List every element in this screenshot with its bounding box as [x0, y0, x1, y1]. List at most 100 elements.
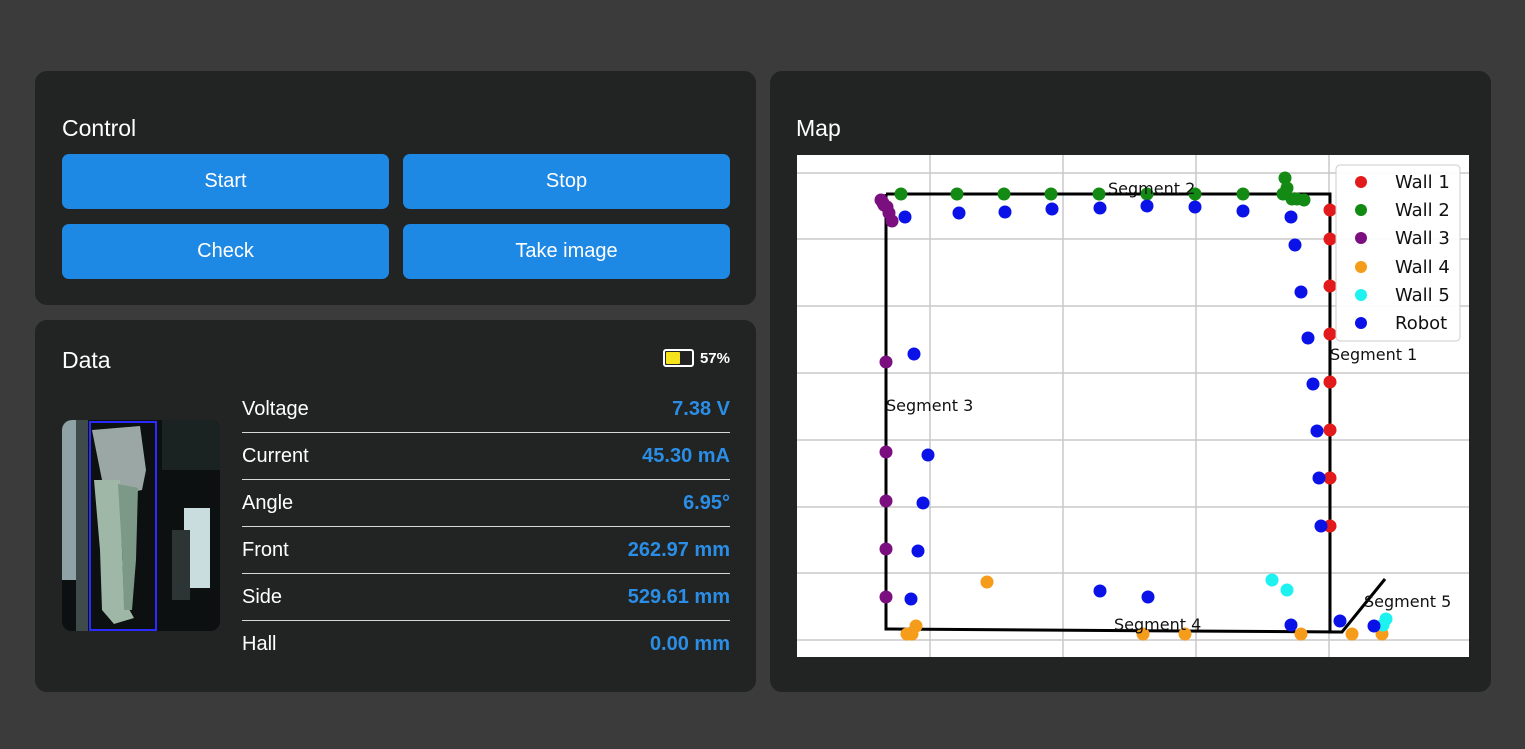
wall-2-point — [1236, 187, 1250, 201]
camera-image-graphic — [62, 420, 220, 631]
legend-label-wall-1: Wall 1 — [1395, 172, 1450, 193]
wall-1-point — [1323, 375, 1337, 389]
legend-label-robot: Robot — [1395, 313, 1447, 334]
robot-point — [1333, 614, 1347, 628]
robot-point — [1284, 210, 1298, 224]
voltage-row: Voltage 7.38 V — [242, 386, 730, 433]
robot-point — [1140, 199, 1154, 213]
map-chart: Segment 1 Segment 2 Segment 3 Segment 4 … — [797, 155, 1469, 657]
wall-4-point — [1178, 627, 1192, 641]
robot-point — [1310, 424, 1324, 438]
wall-4-point — [905, 627, 919, 641]
take-image-button[interactable]: Take image — [403, 224, 730, 279]
row-value: 7.38 V — [672, 397, 730, 420]
segment-1-label: Segment 1 — [1330, 345, 1417, 364]
robot-point — [1301, 331, 1315, 345]
angle-row: Angle 6.95° — [242, 480, 730, 527]
camera-image — [62, 420, 220, 631]
wall-4-point — [1345, 627, 1359, 641]
wall-2-point — [1188, 187, 1202, 201]
segment-5-label: Segment 5 — [1364, 592, 1451, 611]
row-label: Voltage — [242, 397, 309, 420]
wall-1-point — [1323, 232, 1337, 246]
row-value: 0.00 mm — [649, 633, 730, 655]
current-row: Current 45.30 mA — [242, 433, 730, 480]
row-value: 262.97 mm — [627, 538, 730, 561]
wall-2-point — [1276, 187, 1290, 201]
wall-3-point — [879, 494, 893, 508]
legend-marker-wall-5 — [1355, 289, 1367, 301]
legend-box — [1335, 164, 1461, 342]
wall-2-point — [1044, 187, 1058, 201]
battery-level-fill — [665, 352, 681, 364]
row-label: Hall — [242, 633, 277, 655]
legend-marker-wall-2 — [1355, 204, 1367, 216]
robot-point — [1045, 202, 1059, 216]
data-panel: Data 57% Voltage 7.38 V Current 45.30 mA — [35, 320, 756, 692]
segment-4-label: Segment 4 — [1114, 615, 1201, 634]
wall-2-point — [1297, 193, 1311, 207]
robot-point — [921, 448, 935, 462]
robot-point — [907, 347, 921, 361]
wall-2-point — [1278, 171, 1292, 185]
row-value: 6.95° — [683, 491, 730, 514]
wall-2-point — [1140, 187, 1154, 201]
robot-point — [916, 496, 930, 510]
robot-point — [1141, 590, 1155, 604]
row-label: Angle — [242, 491, 294, 514]
control-title: Control — [62, 115, 137, 141]
wall-2-point — [997, 187, 1011, 201]
row-value: 45.30 mA — [642, 444, 730, 467]
robot-point — [1284, 618, 1298, 632]
legend-label-wall-5: Wall 5 — [1395, 285, 1450, 306]
legend-marker-wall-1 — [1355, 176, 1367, 188]
row-value: 529.61 mm — [627, 585, 730, 608]
robot-point — [1188, 200, 1202, 214]
hall-row: Hall 0.00 mm — [242, 621, 730, 668]
robot-point — [1093, 201, 1107, 215]
legend-label-wall-3: Wall 3 — [1395, 228, 1450, 249]
wall-2-point — [1092, 187, 1106, 201]
legend-marker-wall-4 — [1355, 261, 1367, 273]
robot-point — [1306, 377, 1320, 391]
wall-3-point — [885, 214, 899, 228]
start-button[interactable]: Start — [62, 154, 389, 209]
check-button[interactable]: Check — [62, 224, 389, 279]
robot-point — [998, 205, 1012, 219]
wall-3-point — [879, 542, 893, 556]
front-row: Front 262.97 mm — [242, 527, 730, 574]
map-plot: Segment 1 Segment 2 Segment 3 Segment 4 … — [797, 155, 1469, 657]
wall-1-point — [1323, 423, 1337, 437]
row-label: Front — [242, 538, 289, 561]
wall-3-point — [877, 198, 891, 212]
robot-point — [1314, 519, 1328, 533]
battery-percent: 57% — [699, 349, 730, 367]
robot-point — [1312, 471, 1326, 485]
wall-2-point — [894, 187, 908, 201]
side-row: Side 529.61 mm — [242, 574, 730, 621]
telemetry-list: Voltage 7.38 V Current 45.30 mA Angle 6.… — [242, 386, 730, 668]
wall-3-point — [879, 355, 893, 369]
wall-5-point — [1265, 573, 1279, 587]
robot-point — [1294, 285, 1308, 299]
robot-point — [1288, 238, 1302, 252]
robot-point — [1367, 619, 1381, 633]
map-boundary-line — [886, 192, 1387, 634]
battery-indicator: 57% — [662, 349, 730, 367]
wall-3-point — [879, 590, 893, 604]
legend-label-wall-4: Wall 4 — [1395, 257, 1450, 278]
wall-1-point — [1323, 279, 1337, 293]
battery-icon — [662, 349, 694, 367]
map-panel: Map Segment 1 Segment 2 Segment 3 Segmen… — [770, 71, 1491, 692]
wall-4-point — [1136, 627, 1150, 641]
wall-4-point — [1294, 627, 1308, 641]
data-title: Data — [62, 347, 111, 373]
robot-point — [1236, 204, 1250, 218]
stop-button[interactable]: Stop — [403, 154, 730, 209]
row-label: Side — [242, 585, 283, 608]
segment-2-label: Segment 2 — [1108, 179, 1195, 198]
robot-point — [1093, 584, 1107, 598]
wall-2-point — [950, 187, 964, 201]
robot-point — [904, 592, 918, 606]
legend-marker-robot — [1355, 317, 1367, 329]
